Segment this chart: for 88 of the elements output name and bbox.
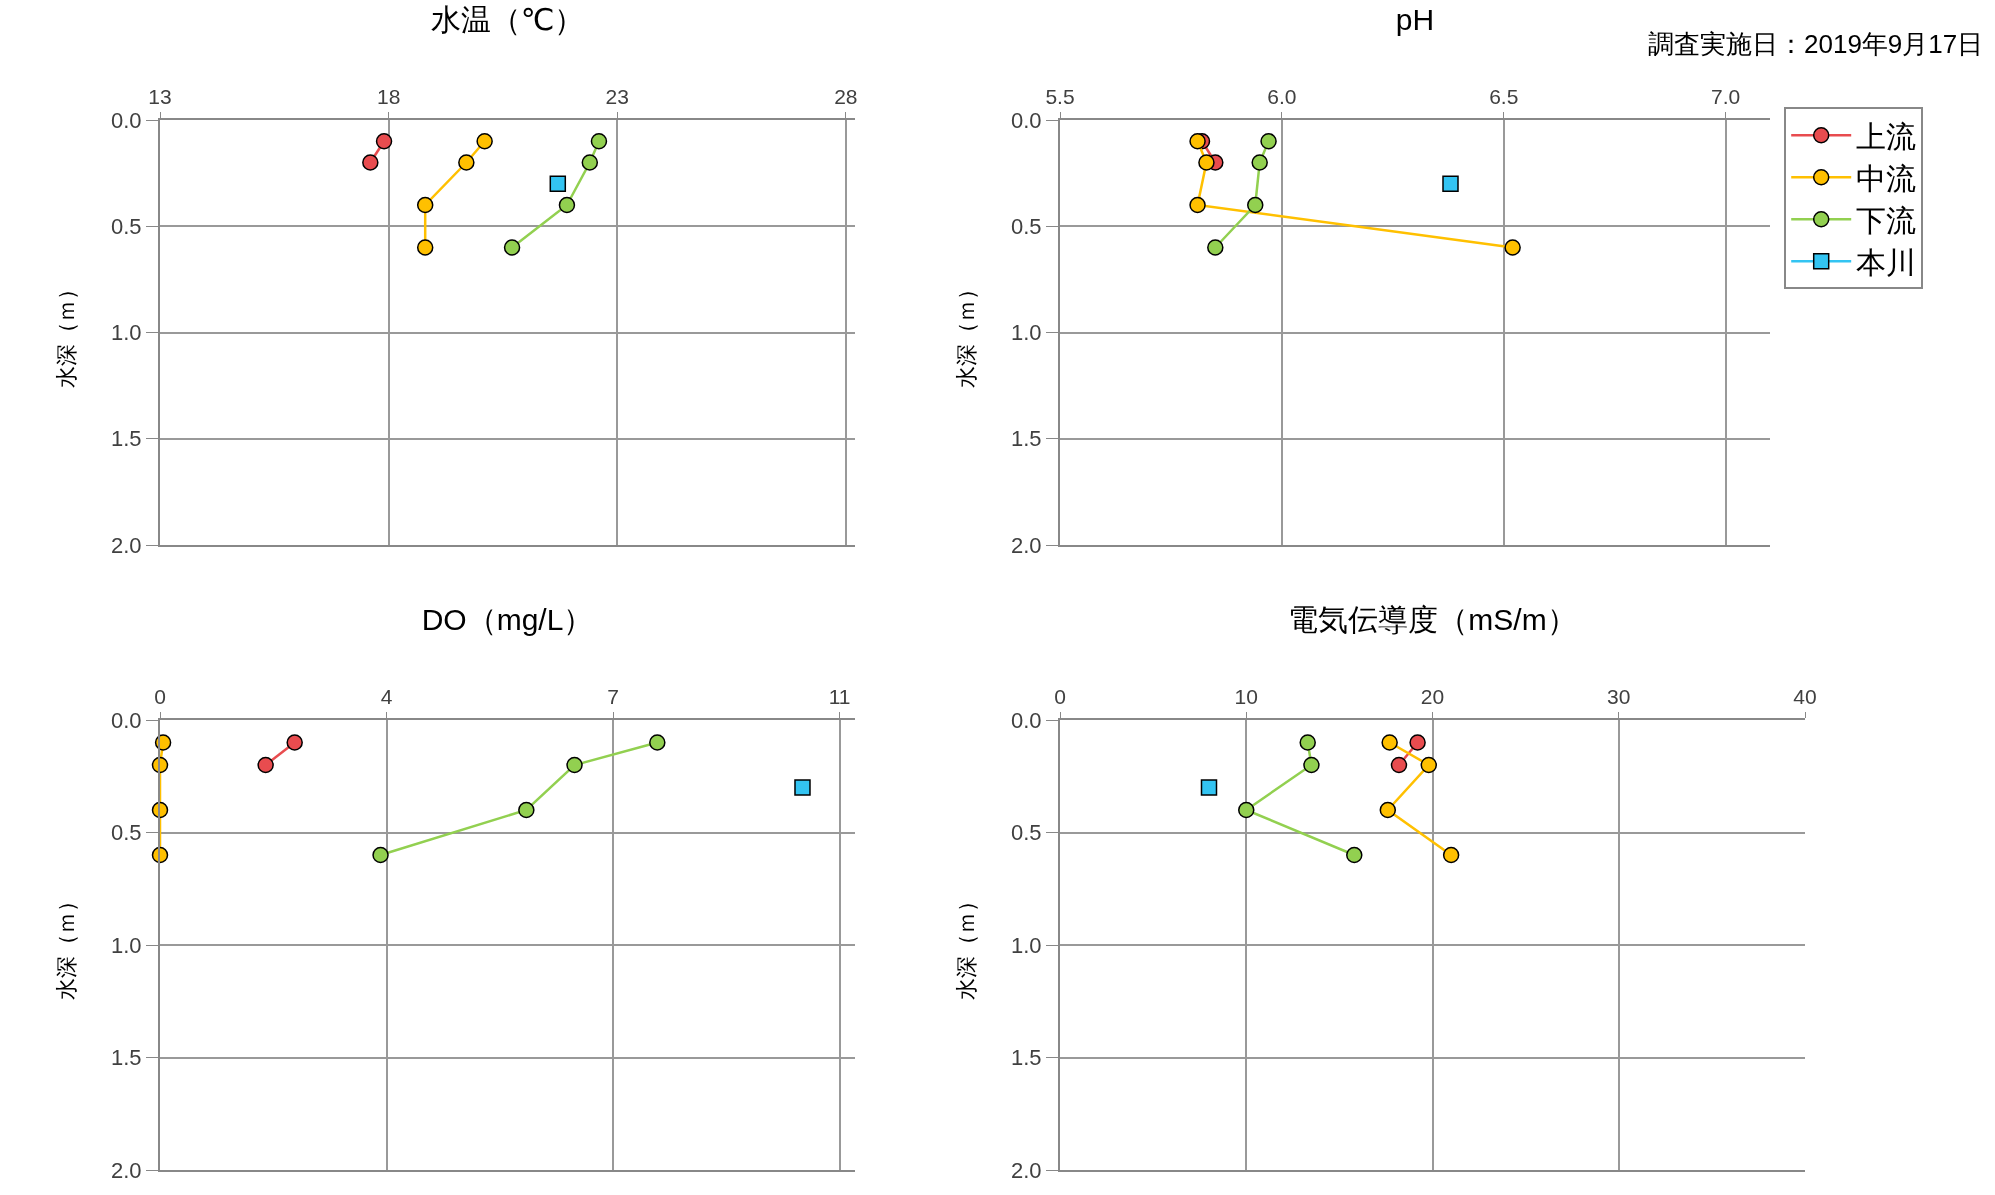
point — [1198, 154, 1215, 171]
x-tick-label: 11 — [828, 684, 851, 708]
y-tick-label: 0.0 — [111, 707, 142, 733]
x-tick-label: 5.5 — [1045, 84, 1075, 108]
point — [566, 756, 583, 774]
point — [1442, 175, 1459, 192]
y-tick-label: 2.0 — [111, 532, 142, 558]
y-axis-title: 水深（ｍ） — [54, 277, 80, 388]
point — [1251, 154, 1268, 171]
point — [518, 801, 535, 819]
point — [1390, 756, 1408, 774]
point — [476, 133, 493, 150]
x-tick-label: 13 — [148, 84, 172, 108]
point — [372, 846, 389, 864]
y-tick-label: 1.5 — [111, 1045, 142, 1071]
y-tick-label: 0.5 — [111, 213, 142, 239]
y-tick-label: 0.0 — [1011, 107, 1042, 133]
x-tick-label: 7 — [607, 684, 619, 708]
chart-title: 水温（℃） — [430, 2, 585, 36]
y-axis-title: 水深（ｍ） — [954, 890, 980, 1000]
point — [1504, 239, 1521, 256]
point — [458, 154, 475, 171]
y-tick-label: 1.0 — [111, 932, 142, 958]
y-tick-label: 0.5 — [1011, 820, 1042, 846]
y-tick-label: 1.5 — [1011, 426, 1042, 452]
y-tick-label: 1.0 — [1011, 320, 1042, 346]
x-tick-label: 7.0 — [1711, 84, 1741, 108]
point — [416, 239, 434, 256]
y-axis-title: 水深（ｍ） — [954, 277, 980, 388]
point — [375, 133, 393, 150]
point — [794, 779, 811, 796]
legend-label: 本川 — [1856, 245, 1917, 279]
point — [1409, 734, 1426, 751]
y-tick-label: 1.0 — [1011, 932, 1042, 958]
y-tick-label: 0.0 — [111, 107, 142, 133]
point — [1189, 196, 1206, 214]
x-tick-label: 6.0 — [1267, 84, 1297, 108]
y-tick-label: 1.5 — [1011, 1045, 1042, 1071]
point — [1381, 734, 1398, 751]
point — [581, 154, 599, 171]
point — [1299, 734, 1316, 751]
point — [1303, 756, 1320, 774]
point — [1346, 846, 1363, 864]
chart-title: 電気伝導度（mS/m） — [1288, 602, 1577, 636]
point — [1379, 801, 1397, 819]
point — [590, 133, 608, 150]
legend-label: 中流 — [1856, 161, 1917, 195]
point — [1442, 846, 1460, 864]
text: 調査実施日：2019年9月17日 — [1648, 29, 1984, 59]
point — [1189, 133, 1206, 150]
chart-title: pH — [1395, 2, 1435, 36]
x-tick-label: 18 — [376, 84, 401, 108]
x-tick-label: 10 — [1234, 684, 1258, 708]
chart-title: DO（mg/L） — [421, 602, 594, 636]
point — [558, 196, 576, 214]
point — [1200, 779, 1218, 796]
point — [1238, 801, 1255, 819]
point — [362, 154, 379, 171]
x-tick-label: 4 — [380, 684, 393, 708]
y-tick-label: 1.5 — [111, 426, 142, 452]
x-tick-label: 20 — [1420, 684, 1445, 708]
point — [1207, 239, 1224, 256]
y-tick-label: 0.0 — [1011, 707, 1042, 733]
x-tick-label: 23 — [605, 84, 629, 108]
point — [286, 734, 303, 751]
point — [416, 196, 434, 214]
x-tick-label: 30 — [1607, 684, 1631, 708]
legend-label: 下流 — [1856, 203, 1917, 237]
y-tick-label: 2.0 — [111, 1157, 142, 1183]
y-axis-title: 水深（ｍ） — [54, 890, 80, 1000]
y-tick-label: 1.0 — [111, 320, 142, 346]
y-tick-label: 2.0 — [1011, 532, 1042, 558]
point — [503, 239, 521, 256]
x-tick-label: 40 — [1793, 684, 1817, 708]
legend-label: 上流 — [1856, 119, 1917, 153]
point — [1420, 756, 1438, 774]
y-tick-label: 2.0 — [1011, 1157, 1042, 1183]
point — [1260, 133, 1277, 150]
point — [1247, 196, 1264, 214]
point — [257, 756, 274, 774]
x-tick-label: 6.5 — [1489, 84, 1519, 108]
y-tick-label: 0.5 — [1011, 213, 1042, 239]
x-tick-label: 0 — [1054, 684, 1066, 708]
y-tick-label: 0.5 — [111, 820, 142, 846]
point — [649, 734, 666, 751]
x-tick-label: 0 — [154, 684, 166, 708]
x-tick-label: 28 — [834, 84, 858, 108]
point — [549, 175, 567, 192]
